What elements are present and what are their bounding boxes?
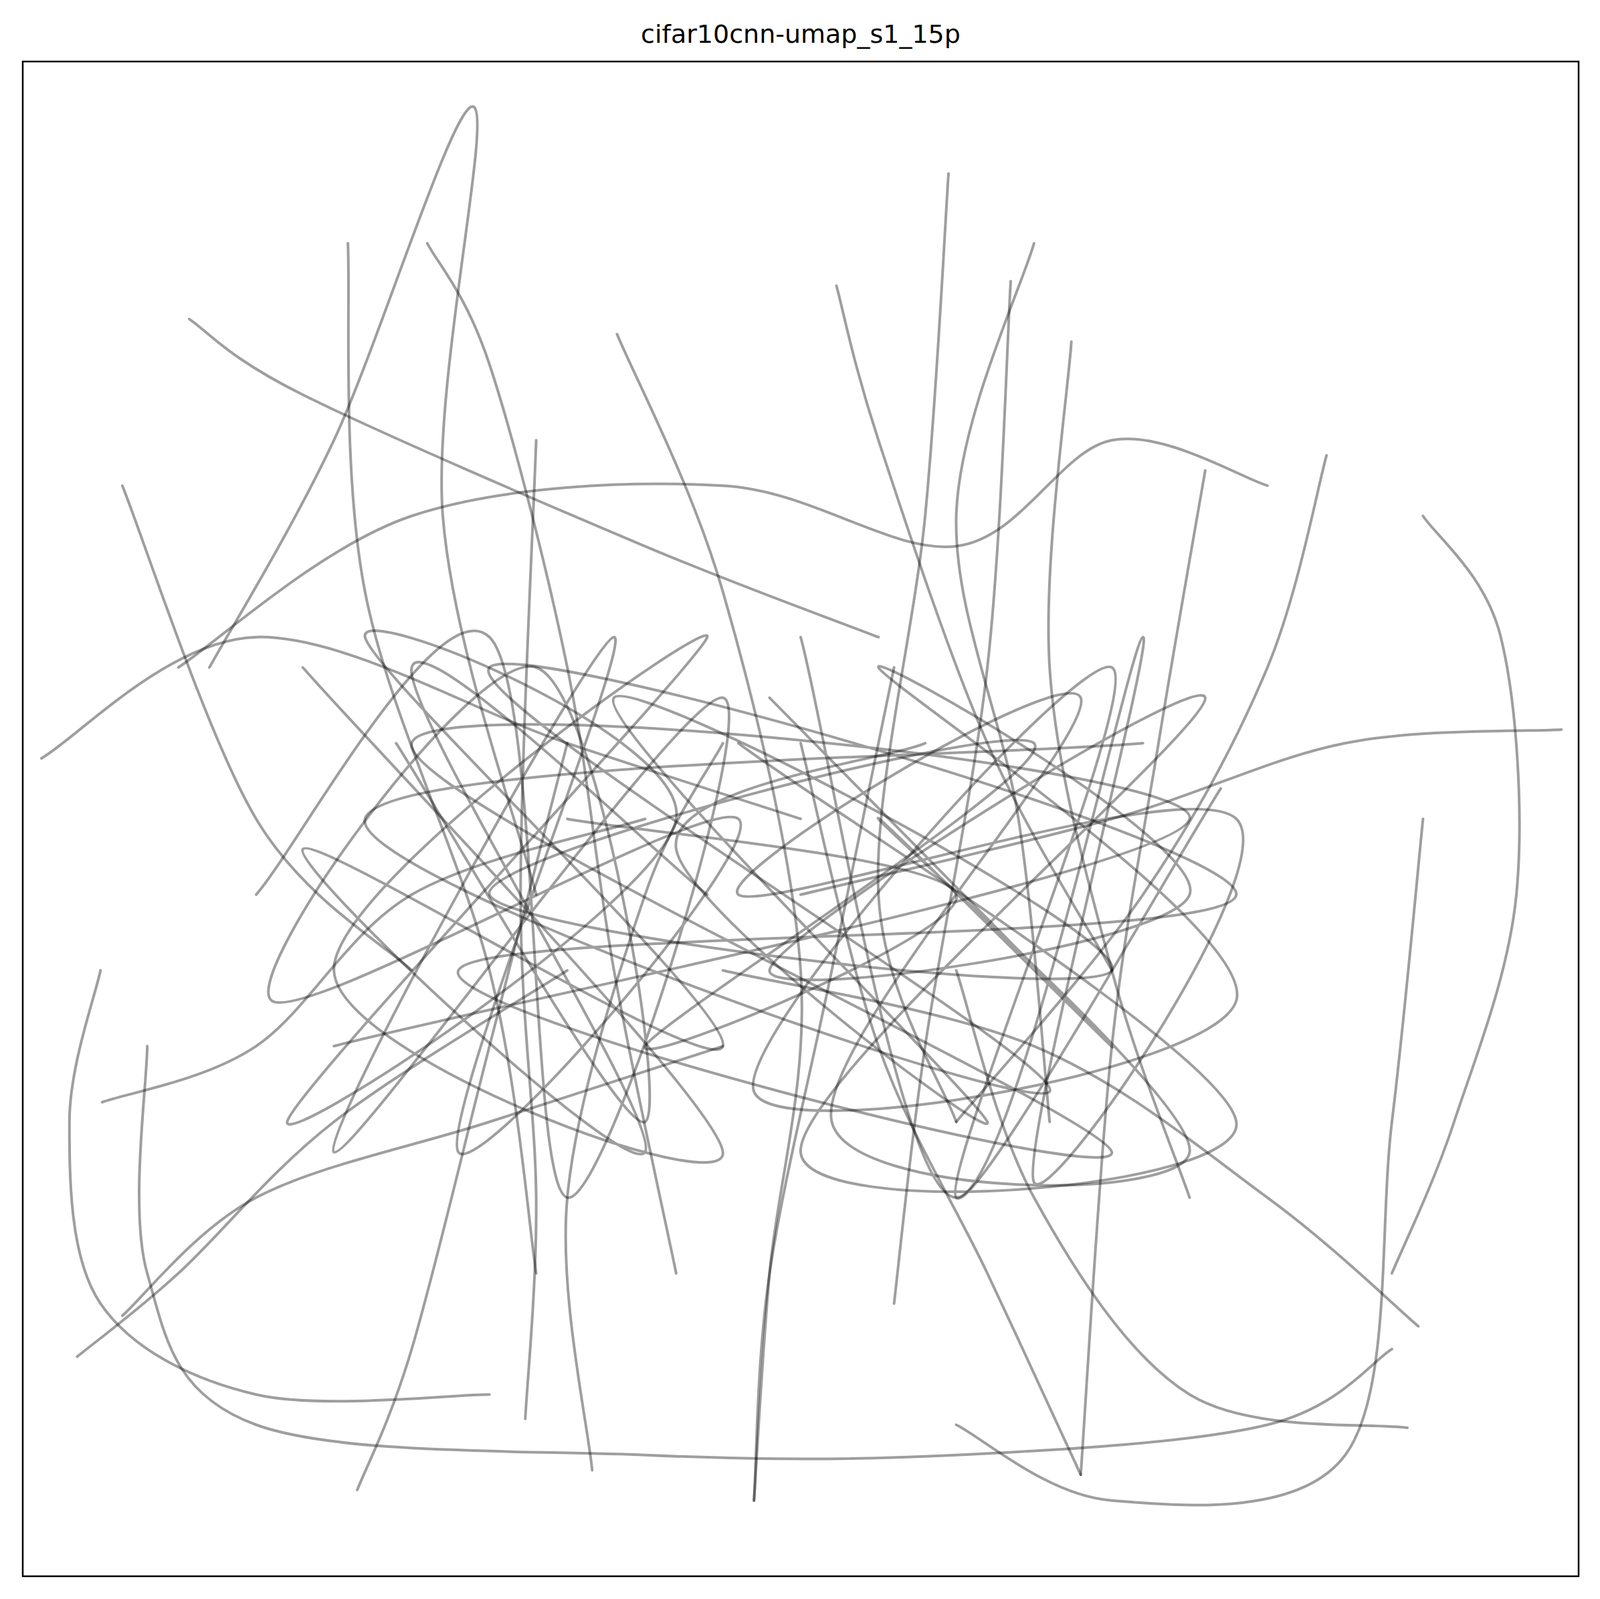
frame [22, 61, 1579, 1577]
plot-area [41, 106, 1562, 1506]
trajectory [333, 664, 1237, 1158]
trajectory [286, 630, 724, 1163]
trajectory [565, 743, 724, 1471]
trajectory [1080, 470, 1206, 1476]
trajectory [178, 438, 1268, 668]
trajectory [617, 334, 803, 1502]
title: cifar10cnn-umap_s1_15p [640, 19, 961, 49]
trajectory [955, 243, 1050, 1123]
trajectory [753, 667, 894, 1502]
trajectory [878, 173, 957, 1123]
trajectory [76, 970, 568, 1358]
trajectory [1048, 341, 1190, 1198]
trajectory [122, 1046, 724, 1316]
chart: cifar10cnn-umap_s1_15p [0, 0, 1600, 1599]
trajectory [956, 970, 1409, 1429]
trajectory [69, 970, 490, 1402]
trajectory [347, 243, 537, 1274]
trajectory [102, 819, 646, 1104]
trajectory [738, 666, 1238, 1199]
trajectory [1391, 516, 1520, 1275]
trajectory [122, 485, 413, 971]
trajectory [723, 970, 1419, 1327]
trajectory [256, 630, 742, 1198]
